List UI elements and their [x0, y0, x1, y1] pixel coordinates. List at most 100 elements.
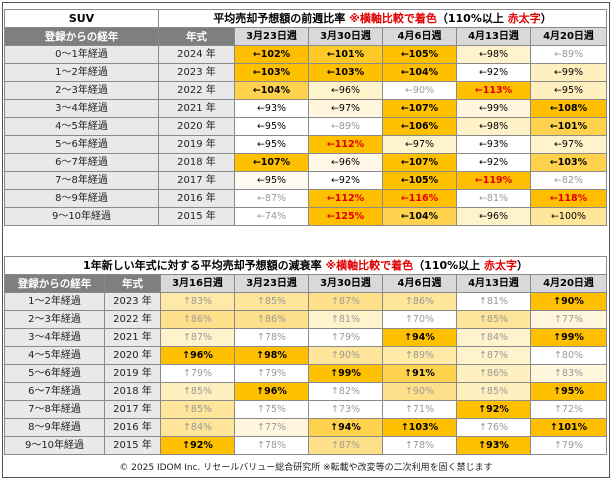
ratio-cell: ↑96%: [234, 382, 309, 401]
table-row: 2～3年経過 2022 年 ↑86% ↑86% ↑81% ↑70% ↑85% ↑77%: [4, 310, 607, 329]
ratio-cell: ↑99%: [530, 328, 607, 347]
table1-title: 平均売却予想額の前週比率 ※横軸比較で着色（110%以上 赤太字）: [158, 9, 607, 28]
year-label: 2023 年: [158, 63, 235, 82]
table1-paren-open: （110%以上: [436, 11, 504, 25]
age-label: 4～5年経過: [4, 117, 159, 136]
ratio-cell: ↑87%: [160, 328, 235, 347]
age-label: 4～5年経過: [4, 346, 105, 365]
ratio-cell: ↑94%: [382, 328, 457, 347]
ratio-cell: ↑79%: [308, 328, 383, 347]
ratio-cell: ←112%: [308, 189, 383, 208]
ratio-cell: ↑94%: [308, 418, 383, 437]
table-row: 5～6年経過 2019 年 ↑79% ↑79% ↑99% ↑91% ↑86% ↑83%: [4, 364, 607, 383]
table2-paren-close: ）: [517, 258, 529, 272]
year-label: 2021 年: [158, 99, 235, 118]
ratio-cell: ←105%: [382, 171, 457, 190]
ratio-cell: ←92%: [456, 63, 531, 82]
ratio-cell: ←107%: [382, 99, 457, 118]
ratio-cell: ←92%: [456, 153, 531, 172]
table-row: 7～8年経過 2017 年 ↑85% ↑75% ↑73% ↑71% ↑92% ↑72%: [4, 400, 607, 419]
year-header: 年式: [104, 274, 161, 293]
year-label: 2017 年: [104, 400, 161, 419]
ratio-cell: ↑72%: [530, 400, 607, 419]
ratio-cell: ←107%: [234, 153, 309, 172]
ratio-cell: ←104%: [382, 63, 457, 82]
ratio-cell: ↑82%: [308, 382, 383, 401]
table-row: 1～2年経過 2023 年 ↑83% ↑85% ↑87% ↑86% ↑81% ↑90%: [4, 292, 607, 311]
table-row: 4～5年経過 2020 年 ↑96% ↑98% ↑90% ↑89% ↑87% ↑80%: [4, 346, 607, 365]
ratio-cell: ↑70%: [382, 310, 457, 329]
age-label: 3～4年経過: [4, 328, 105, 347]
ratio-cell: ←97%: [382, 135, 457, 154]
ratio-cell: ←97%: [530, 135, 607, 154]
ratio-cell: ↑85%: [234, 292, 309, 311]
table1-title-main: 平均売却予想額の前週比率: [213, 11, 346, 25]
ratio-cell: ↑93%: [456, 436, 531, 455]
column-header: 4月13日週: [456, 27, 531, 46]
year-label: 2019 年: [104, 364, 161, 383]
table-row: 5～6年経過 2019 年 ←95% ←112% ←97% ←93% ←97%: [4, 135, 607, 154]
age-label: 2～3年経過: [4, 310, 105, 329]
ratio-cell: ←96%: [308, 153, 383, 172]
ratio-cell: ↑79%: [530, 436, 607, 455]
ratio-cell: ←74%: [234, 207, 309, 226]
ratio-cell: ↑71%: [382, 400, 457, 419]
year-label: 2020 年: [158, 117, 235, 136]
age-label: 8～9年経過: [4, 189, 159, 208]
ratio-cell: ↑84%: [160, 418, 235, 437]
year-label: 2022 年: [104, 310, 161, 329]
ratio-cell: ↑101%: [530, 418, 607, 437]
table2-title-note: ※横軸比較で着色: [325, 258, 414, 272]
age-label: 6～7年経過: [4, 382, 105, 401]
age-label: 5～6年経過: [4, 135, 159, 154]
table-row: 8～9年経過 2016 年 ↑84% ↑77% ↑94% ↑103% ↑76% ↑101%: [4, 418, 607, 437]
ratio-cell: ↑77%: [530, 310, 607, 329]
ratio-cell: ↑81%: [308, 310, 383, 329]
year-label: 2023 年: [104, 292, 161, 311]
column-header: 4月6日週: [382, 27, 457, 46]
ratio-cell: ←98%: [456, 45, 531, 64]
table1-paren-red: 赤太字: [507, 11, 541, 25]
column-header: 4月20日週: [530, 27, 607, 46]
table-row: 6～7年経過 2018 年 ↑85% ↑96% ↑82% ↑90% ↑85% ↑95%: [4, 382, 607, 401]
year-label: 2019 年: [158, 135, 235, 154]
ratio-cell: ←116%: [382, 189, 457, 208]
ratio-cell: ←90%: [382, 81, 457, 100]
ratio-cell: ←89%: [530, 45, 607, 64]
ratio-cell: ↑73%: [308, 400, 383, 419]
table-row: 8～9年経過 2016 年 ←87% ←112% ←116% ←81% ←118%: [4, 189, 607, 208]
ratio-cell: ↑79%: [234, 364, 309, 383]
ratio-cell: ←112%: [308, 135, 383, 154]
column-header: 4月20日週: [530, 274, 607, 293]
ratio-cell: ↑85%: [160, 400, 235, 419]
age-label: 8～9年経過: [4, 418, 105, 437]
table-row: 2～3年経過 2022 年 ←104% ←96% ←90% ←113% ←95%: [4, 81, 607, 100]
ratio-cell: ←113%: [456, 81, 531, 100]
column-header: 3月30日週: [308, 274, 383, 293]
column-header: 4月13日週: [456, 274, 531, 293]
age-label: 1～2年経過: [4, 63, 159, 82]
ratio-cell: ←96%: [456, 207, 531, 226]
ratio-cell: ←92%: [308, 171, 383, 190]
age-label: 9～10年経過: [4, 207, 159, 226]
age-label: 9～10年経過: [4, 436, 105, 455]
ratio-cell: ↑86%: [456, 364, 531, 383]
table-row: 9～10年経過 2015 年 ↑92% ↑78% ↑87% ↑78% ↑93% ↑79%: [4, 436, 607, 455]
year-label: 2015 年: [104, 436, 161, 455]
year-label: 2018 年: [104, 382, 161, 401]
ratio-cell: ←106%: [382, 117, 457, 136]
year-label: 2024 年: [158, 45, 235, 64]
table1-paren-close: ）: [540, 11, 552, 25]
ratio-cell: ↑83%: [160, 292, 235, 311]
weekly-ratio-table: SUV 平均売却予想額の前週比率 ※横軸比較で着色（110%以上 赤太字） 登録…: [4, 9, 607, 226]
ratio-cell: ←104%: [234, 81, 309, 100]
year-label: 2016 年: [104, 418, 161, 437]
ratio-cell: ↑87%: [456, 346, 531, 365]
copyright-footer: © 2025 IDOM Inc. リセールバリュー総合研究所 ※転載や改変等の二…: [119, 463, 493, 473]
ratio-cell: ↑78%: [234, 436, 309, 455]
table-row: 3～4年経過 2021 年 ←93% ←97% ←107% ←99% ←108%: [4, 99, 607, 118]
ratio-cell: ↑81%: [456, 292, 531, 311]
ratio-cell: ↑90%: [530, 292, 607, 311]
table2-paren-red: 赤太字: [484, 258, 518, 272]
